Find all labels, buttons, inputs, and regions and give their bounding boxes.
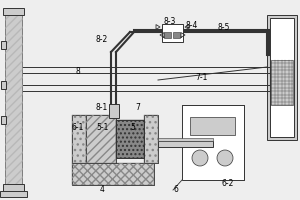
Bar: [3, 184, 24, 192]
Text: 8-2: 8-2: [95, 36, 107, 45]
Bar: [1, 41, 6, 49]
Text: 6: 6: [173, 186, 178, 194]
Text: 5: 5: [130, 123, 135, 132]
Text: 6-2: 6-2: [222, 178, 234, 188]
Bar: [86, 115, 116, 163]
Bar: [1, 81, 6, 89]
Bar: [72, 115, 86, 163]
Bar: [267, 15, 297, 140]
Bar: [182, 105, 244, 180]
Text: 8-4: 8-4: [185, 21, 197, 29]
Bar: [173, 32, 180, 38]
Text: 7-1: 7-1: [195, 72, 207, 82]
Bar: [72, 115, 86, 163]
Bar: [5, 13, 22, 185]
Bar: [190, 117, 235, 135]
Bar: [144, 115, 158, 163]
Bar: [3, 8, 24, 15]
Bar: [109, 104, 119, 118]
Bar: [1, 116, 6, 124]
Bar: [72, 163, 154, 185]
Circle shape: [192, 150, 208, 166]
Bar: [5, 13, 22, 185]
Text: 4: 4: [100, 186, 105, 194]
Bar: [270, 18, 294, 137]
Text: 8: 8: [75, 68, 80, 76]
Bar: [86, 115, 116, 163]
Text: 6-1: 6-1: [72, 123, 84, 132]
Bar: [116, 120, 144, 158]
Bar: [158, 138, 213, 141]
Text: 8-1: 8-1: [95, 104, 107, 112]
Bar: [158, 141, 213, 147]
Bar: [72, 163, 154, 185]
Text: 7: 7: [135, 104, 140, 112]
Bar: [271, 60, 293, 105]
Bar: [116, 120, 144, 158]
Bar: [164, 32, 171, 38]
Bar: [144, 115, 158, 163]
Text: 5-1: 5-1: [96, 123, 108, 132]
Circle shape: [217, 150, 233, 166]
Bar: [162, 24, 183, 42]
Bar: [0, 191, 27, 197]
Text: 8-3: 8-3: [163, 18, 175, 26]
Text: 8-5: 8-5: [218, 23, 230, 32]
